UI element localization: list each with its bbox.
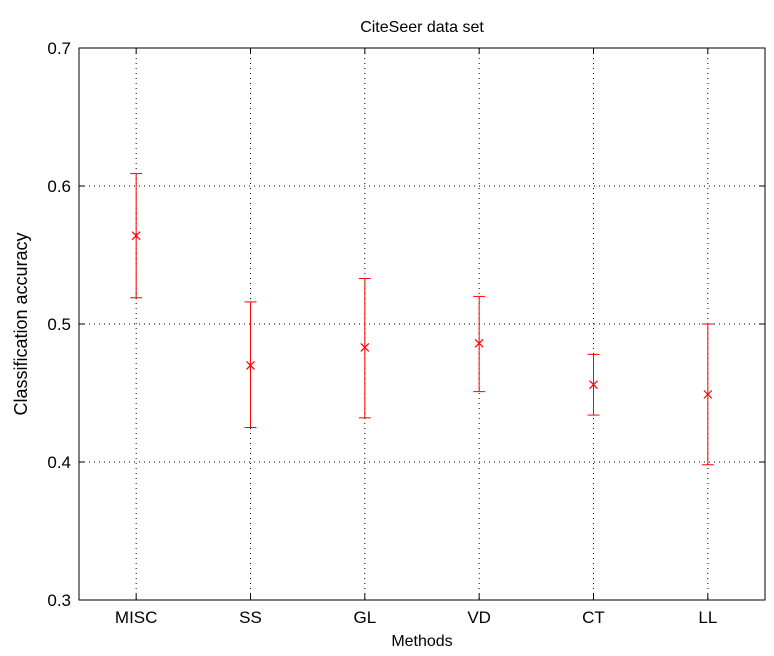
- mean-marker: [474, 338, 484, 348]
- mean-marker: [246, 360, 255, 370]
- y-tick-label: 0.3: [47, 591, 71, 610]
- x-tick-label: CT: [582, 608, 605, 627]
- mean-marker: [703, 389, 713, 399]
- y-tick-label: 0.6: [47, 177, 71, 196]
- chart-title: CiteSeer data set: [360, 19, 484, 36]
- mean-marker: [589, 380, 598, 390]
- x-tick-label: GL: [353, 608, 376, 627]
- x-tick-label: SS: [239, 608, 262, 627]
- mean-marker: [360, 343, 370, 352]
- data-series: [130, 173, 714, 466]
- axes-frame: [78, 47, 766, 601]
- error-bar-misc: [130, 173, 143, 299]
- x-tick-label: VD: [467, 608, 491, 627]
- y-tick-label: 0.5: [47, 315, 71, 334]
- x-axis-label: Methods: [391, 633, 452, 650]
- x-tick-label: MISC: [115, 608, 158, 627]
- error-bar-ss: [244, 301, 257, 428]
- error-bar-gl: [358, 277, 371, 419]
- mean-marker: [131, 231, 141, 241]
- error-bar-ct: [587, 353, 600, 416]
- y-tick-label: 0.7: [47, 39, 71, 58]
- y-tick-label: 0.4: [47, 453, 71, 472]
- y-axis-label: Classification accuracy: [11, 232, 31, 415]
- error-bar-ll: [701, 323, 714, 466]
- grid: [79, 48, 765, 600]
- error-bar-vd: [473, 295, 486, 393]
- axis-ticks: 0.3 0.4 0.5 0.6 0.7 MISC SS GL VD CT LL: [47, 39, 765, 627]
- x-tick-label: LL: [698, 608, 717, 627]
